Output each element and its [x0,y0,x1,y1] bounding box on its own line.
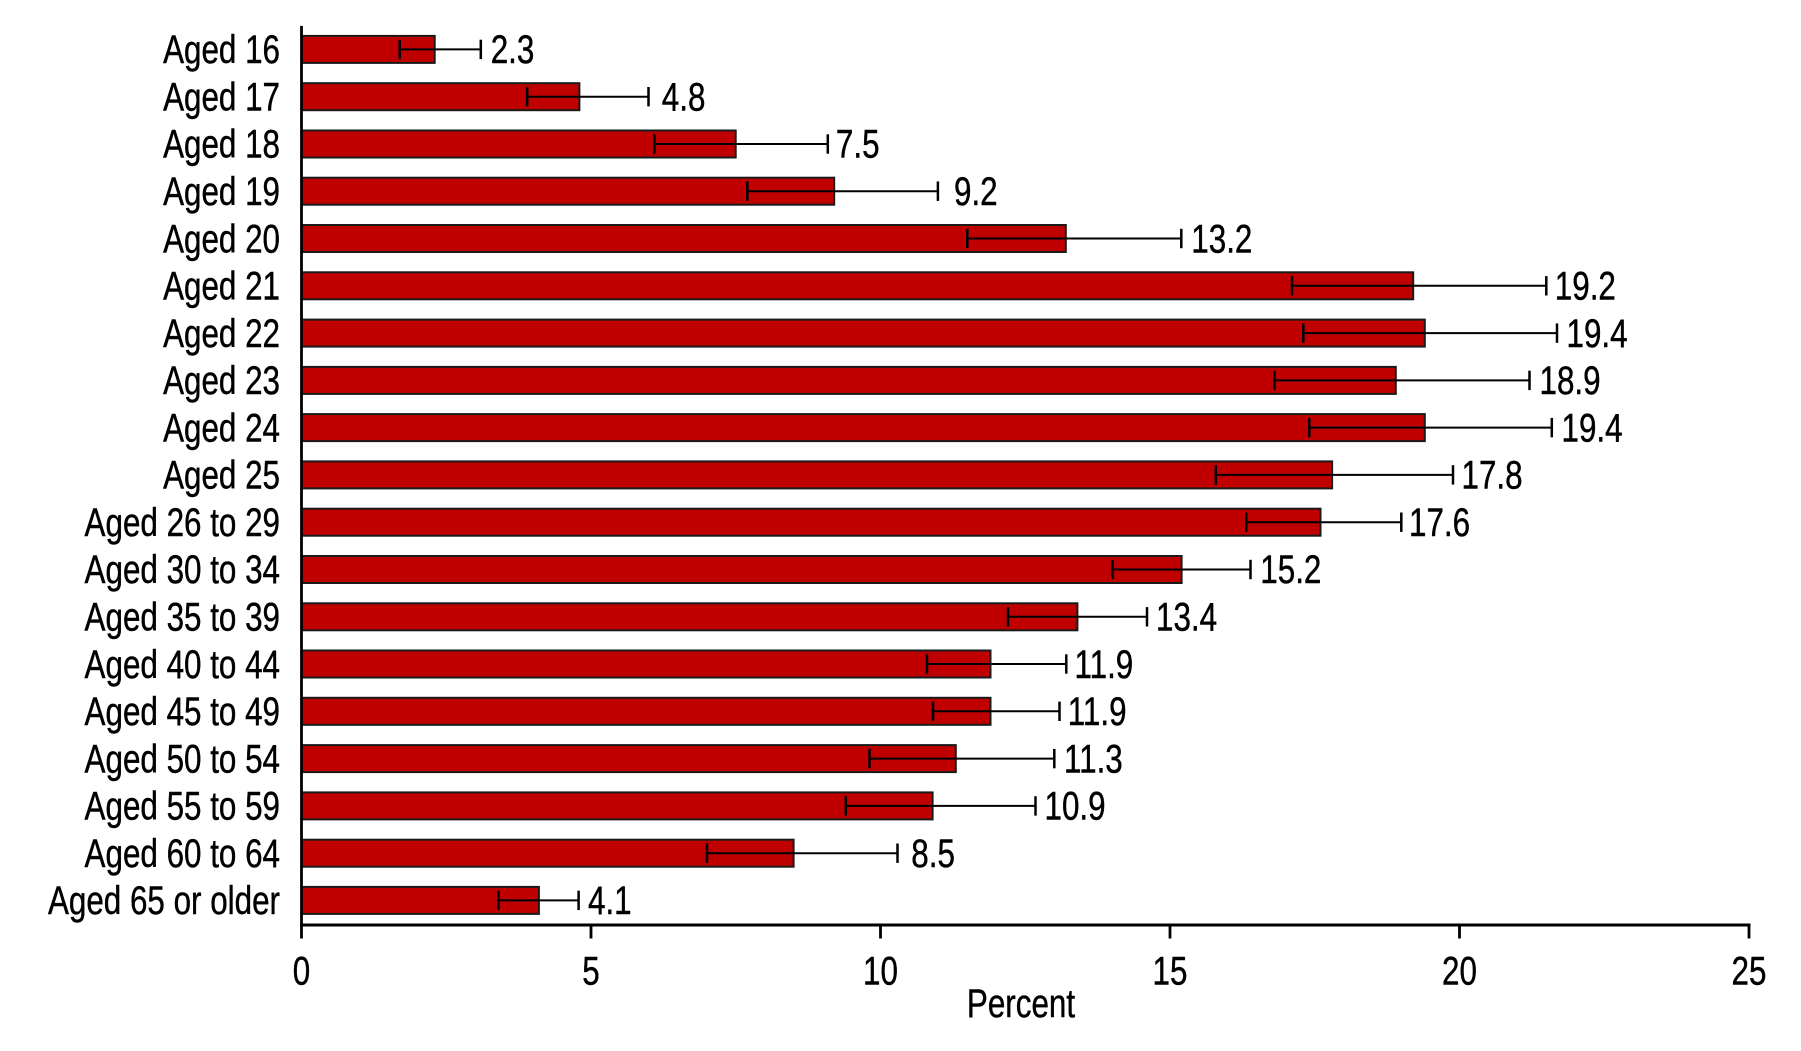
svg-text:5: 5 [582,948,599,994]
svg-text:Aged 26 to 29: Aged 26 to 29 [85,499,280,545]
svg-text:Aged 19: Aged 19 [163,168,280,214]
svg-text:Aged 22: Aged 22 [163,310,280,356]
svg-text:7.5: 7.5 [836,121,880,167]
svg-text:19.2: 19.2 [1555,263,1616,309]
svg-text:10: 10 [863,948,898,994]
svg-text:18.9: 18.9 [1540,357,1601,403]
svg-text:13.4: 13.4 [1156,594,1217,640]
svg-text:20: 20 [1442,948,1477,994]
svg-text:2.3: 2.3 [491,26,535,72]
svg-text:11.3: 11.3 [1064,736,1123,782]
svg-text:Aged 35 to 39: Aged 35 to 39 [85,594,280,640]
svg-text:Aged 21: Aged 21 [163,263,280,309]
svg-text:Aged 60 to 64: Aged 60 to 64 [85,830,280,876]
svg-text:25: 25 [1732,948,1767,994]
svg-text:Aged 65 or older: Aged 65 or older [48,877,280,923]
svg-text:Aged 17: Aged 17 [163,74,280,120]
svg-text:Aged 40 to 44: Aged 40 to 44 [85,641,280,687]
svg-text:11.9: 11.9 [1068,688,1127,734]
svg-text:Aged 18: Aged 18 [163,121,280,167]
svg-text:Aged 20: Aged 20 [163,216,280,262]
svg-text:4.1: 4.1 [588,877,632,923]
svg-text:Aged 55 to 59: Aged 55 to 59 [85,783,280,829]
svg-text:Aged 24: Aged 24 [163,405,280,451]
svg-text:Percent: Percent [967,980,1075,1026]
svg-text:17.8: 17.8 [1462,452,1523,498]
svg-text:17.6: 17.6 [1409,499,1470,545]
svg-text:Aged 16: Aged 16 [163,26,280,72]
svg-text:13.2: 13.2 [1191,216,1252,262]
svg-text:4.8: 4.8 [662,74,706,120]
svg-text:Aged 23: Aged 23 [163,357,280,403]
svg-text:Aged 45 to 49: Aged 45 to 49 [85,688,280,734]
svg-text:Aged 25: Aged 25 [163,452,280,498]
svg-text:8.5: 8.5 [911,830,955,876]
svg-text:19.4: 19.4 [1567,310,1628,356]
svg-text:15.2: 15.2 [1260,546,1321,592]
svg-text:0: 0 [293,948,310,994]
svg-text:15: 15 [1153,948,1188,994]
svg-text:Aged 30 to 34: Aged 30 to 34 [85,546,280,592]
svg-text:Aged 50 to 54: Aged 50 to 54 [85,736,280,782]
svg-text:19.4: 19.4 [1562,405,1623,451]
svg-text:9.2: 9.2 [954,168,998,214]
svg-text:11.9: 11.9 [1075,641,1134,687]
svg-text:10.9: 10.9 [1045,783,1106,829]
